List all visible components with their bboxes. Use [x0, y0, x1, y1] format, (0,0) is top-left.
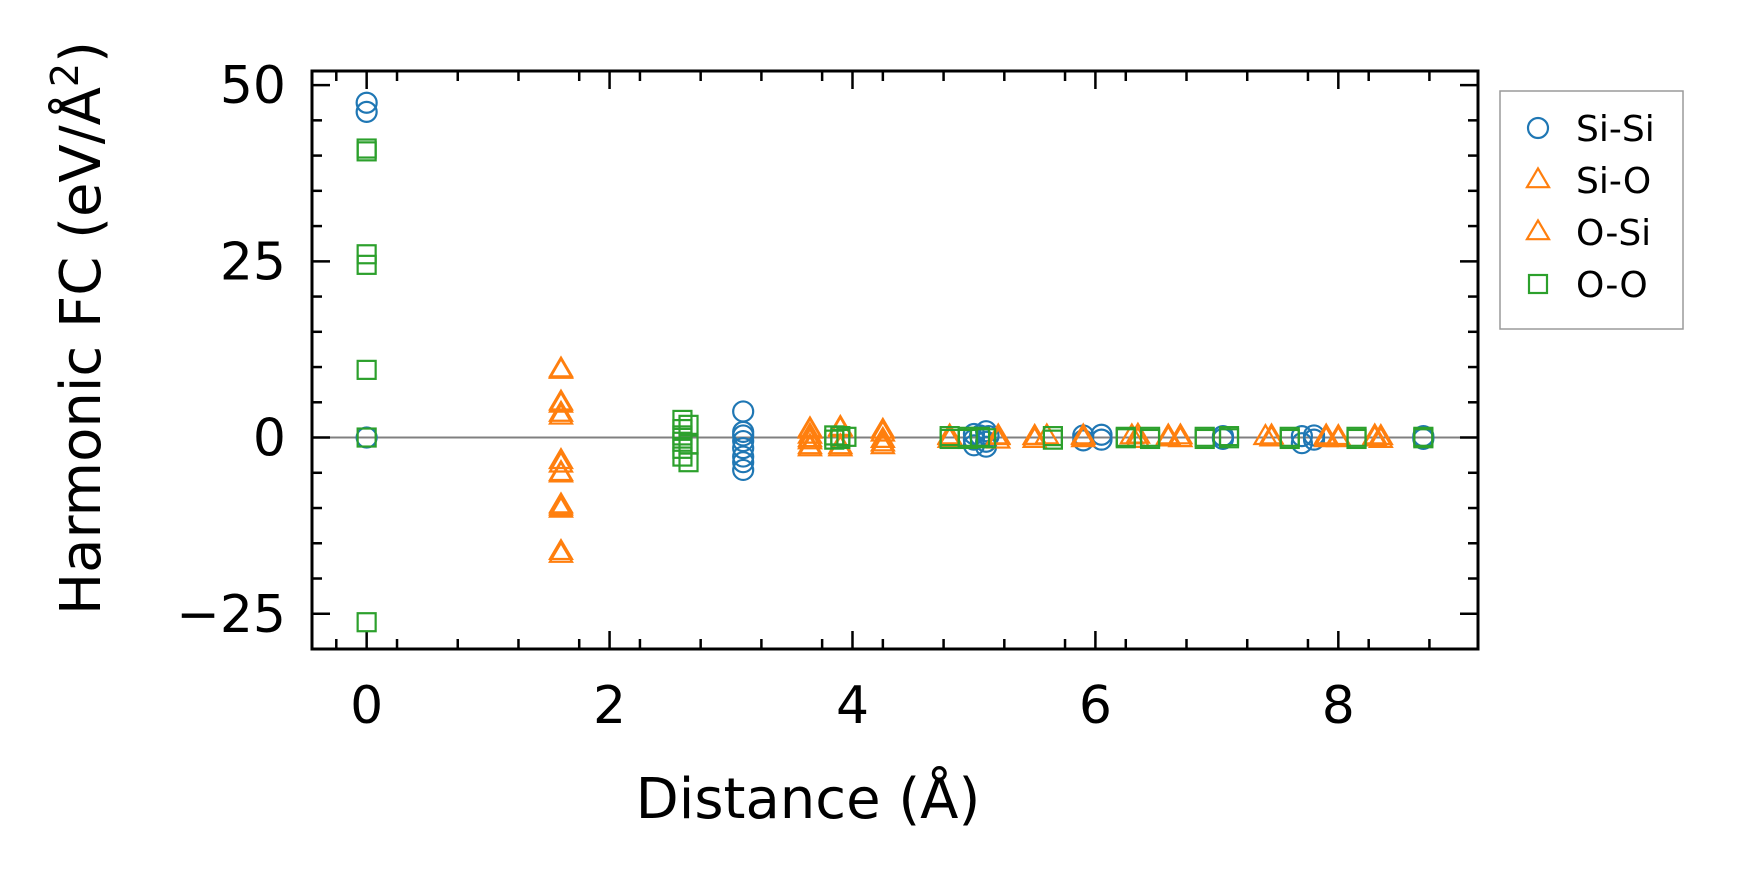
- data-point: [869, 419, 896, 442]
- legend-marker: [1525, 218, 1551, 241]
- legend-label: O-O: [1576, 265, 1648, 306]
- data-point: [1139, 428, 1161, 450]
- x-tick-label: 8: [1322, 676, 1355, 736]
- data-point: [1118, 422, 1145, 445]
- data-point: [732, 451, 755, 474]
- data-point: [355, 91, 378, 114]
- data-point: [1279, 428, 1300, 450]
- data-point: [1194, 428, 1215, 450]
- data-point: [548, 493, 574, 516]
- legend-items: Si-Si Si-O O-Si O-O: [1525, 109, 1655, 306]
- data-point: [1290, 432, 1313, 455]
- data-point: [356, 427, 377, 448]
- data-point: [548, 537, 574, 561]
- data-point: [1361, 423, 1388, 446]
- data-point: [355, 100, 378, 123]
- tick-labels-layer: 0 2 4 6 8 −25 0 25 50: [176, 56, 1355, 736]
- series-o-si: [548, 356, 1388, 561]
- data-point: [548, 460, 574, 483]
- data-point: [548, 356, 574, 379]
- plot-frame: [310, 69, 1480, 651]
- y-axis-label-close: ): [49, 41, 114, 63]
- data-point: [836, 426, 857, 447]
- data-point: [1290, 425, 1313, 448]
- data-point: [797, 421, 823, 444]
- data-point: [1258, 424, 1285, 447]
- data-point: [732, 437, 755, 460]
- data-point: [1033, 422, 1060, 445]
- data-point: [936, 425, 963, 448]
- data-point: [985, 426, 1012, 449]
- data-point: [797, 432, 823, 455]
- data-point: [548, 450, 574, 473]
- legend-marker: [1527, 273, 1549, 295]
- data-point: [548, 390, 574, 413]
- data-point: [797, 425, 823, 448]
- data-point: [1115, 428, 1136, 449]
- data-point: [869, 425, 896, 448]
- x-tick-label: 6: [1079, 676, 1112, 736]
- data-point: [797, 416, 823, 439]
- data-point: [678, 414, 699, 435]
- data-point: [732, 458, 755, 482]
- data-point: [1252, 423, 1279, 446]
- legend: Si-Si Si-O O-Si O-O: [1499, 90, 1684, 330]
- data-point: [1313, 423, 1340, 446]
- legend-label: Si-Si: [1576, 109, 1655, 150]
- data-point: [1124, 425, 1151, 448]
- data-point: [1346, 428, 1367, 450]
- x-tick-label: 0: [350, 676, 383, 736]
- data-point: [969, 426, 991, 447]
- legend-label: Si-O: [1576, 161, 1651, 202]
- legend-label: O-Si: [1576, 213, 1651, 254]
- series-o-o: [356, 138, 1434, 633]
- data-point: [975, 428, 997, 449]
- data-point: [732, 429, 755, 453]
- data-point: [1302, 428, 1326, 451]
- data-point: [548, 447, 574, 470]
- data-point: [1155, 423, 1182, 446]
- data-point: [356, 254, 377, 275]
- data-point: [1367, 425, 1394, 448]
- data-point: [548, 402, 574, 425]
- data-point: [869, 432, 896, 455]
- data-point: [356, 359, 377, 380]
- data-point: [869, 416, 896, 439]
- legend-box: [1499, 90, 1684, 330]
- data-point: [672, 446, 693, 467]
- y-axis-label-superscript: 2: [43, 63, 87, 87]
- data-point: [356, 612, 377, 633]
- data-point: [678, 452, 699, 473]
- data-point: [1042, 429, 1063, 450]
- data-point: [936, 423, 963, 446]
- x-tick-label: 2: [593, 676, 626, 736]
- y-tick-label: −25: [176, 585, 286, 645]
- data-point: [985, 423, 1012, 446]
- y-tick-label: 25: [220, 232, 286, 292]
- y-axis-label-main: Harmonic FC (eV/Å: [48, 87, 114, 615]
- data-point: [869, 429, 896, 452]
- data-point: [732, 424, 755, 447]
- markers-layer: [355, 91, 1435, 633]
- data-point: [732, 445, 755, 468]
- data-point: [830, 428, 851, 450]
- y-tick-label: 50: [220, 56, 286, 116]
- data-point: [1167, 422, 1194, 445]
- y-tick-label: 0: [253, 409, 286, 469]
- data-point: [1413, 428, 1434, 449]
- data-point: [356, 141, 377, 162]
- x-tick-label: 4: [836, 676, 869, 736]
- data-point: [1218, 428, 1240, 449]
- x-axis-label: Distance (Å): [636, 766, 981, 832]
- legend-marker: [1526, 116, 1550, 140]
- data-point: [1070, 423, 1097, 446]
- axis-ticks-layer: [312, 71, 1478, 649]
- y-axis-label: Harmonic FC (eV/Å2): [43, 41, 114, 615]
- data-point: [356, 244, 377, 265]
- data-point: [1090, 423, 1113, 446]
- data-point: [548, 540, 574, 563]
- legend-marker: [1525, 166, 1551, 189]
